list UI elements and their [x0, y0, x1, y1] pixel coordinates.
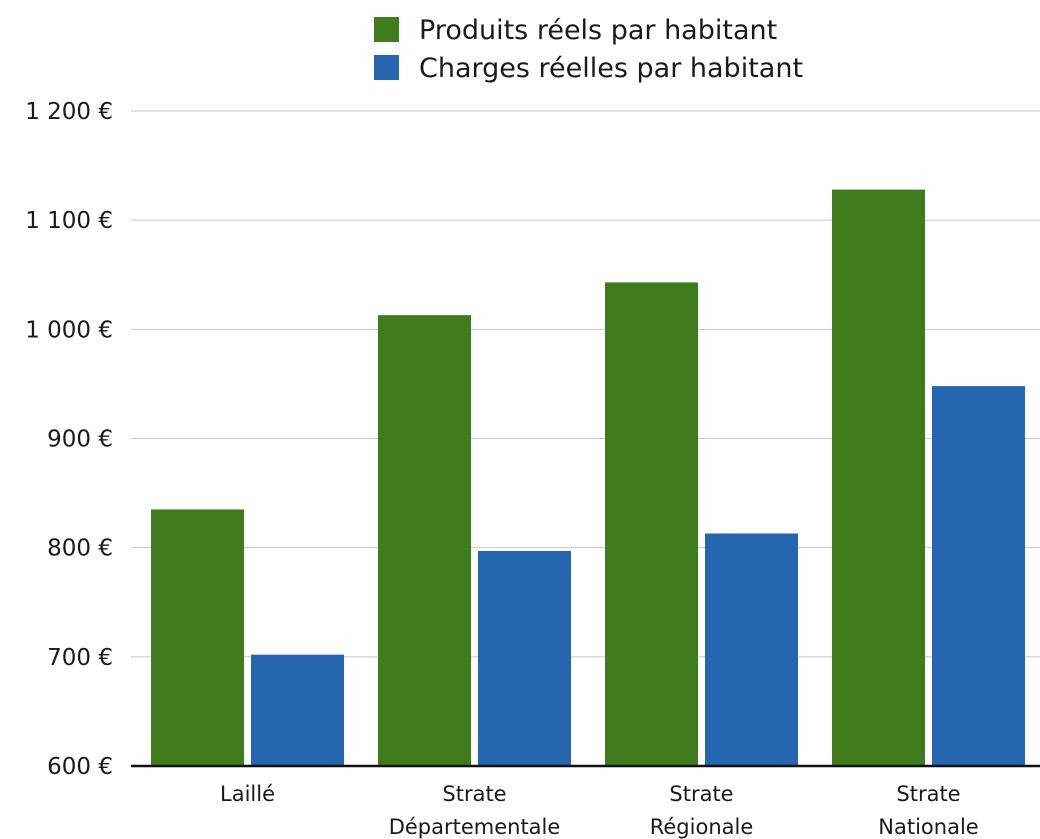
y-tick-label: 1 100 € — [25, 208, 113, 234]
bar-produits-0 — [151, 509, 244, 766]
y-tick-label: 700 € — [47, 645, 113, 671]
x-category-label: Strate — [896, 782, 960, 806]
y-tick-label: 600 € — [47, 754, 113, 780]
chart-legend: Produits réels par habitant Charges réell… — [374, 15, 803, 84]
bar-charges-0 — [251, 654, 344, 766]
x-category-label: Laillé — [220, 782, 275, 806]
x-category-label: Strate — [669, 782, 733, 806]
bar-produits-2 — [605, 282, 698, 766]
y-axis-tick-labels: 600 € 700 € 800 € 900 € 1 000 € 1 100 € 1 200 … — [25, 99, 113, 780]
x-category-label: Strate — [442, 782, 506, 806]
legend-label: Produits réels par habitant — [419, 15, 777, 46]
bar-charges-1 — [478, 550, 571, 766]
y-tick-label: 1 200 € — [25, 99, 113, 125]
x-axis-category-labels: Laillé Strate Départementale Strate Régional… — [220, 782, 979, 839]
bar-charges-3 — [932, 386, 1025, 766]
x-category-label: Départementale — [389, 815, 561, 839]
bar-produits-1 — [378, 315, 471, 766]
legend-swatch — [374, 55, 399, 80]
x-category-label: Nationale — [878, 815, 978, 839]
legend-swatch — [374, 17, 399, 42]
x-category-label: Régionale — [650, 815, 754, 839]
bar-charges-2 — [705, 533, 798, 766]
y-tick-label: 800 € — [47, 536, 113, 562]
bar-series — [151, 189, 1025, 767]
y-tick-label: 1 000 € — [25, 317, 113, 343]
legend-label: Charges réelles par habitant — [419, 53, 803, 84]
y-tick-label: 900 € — [47, 427, 113, 453]
bar-produits-3 — [832, 189, 925, 767]
